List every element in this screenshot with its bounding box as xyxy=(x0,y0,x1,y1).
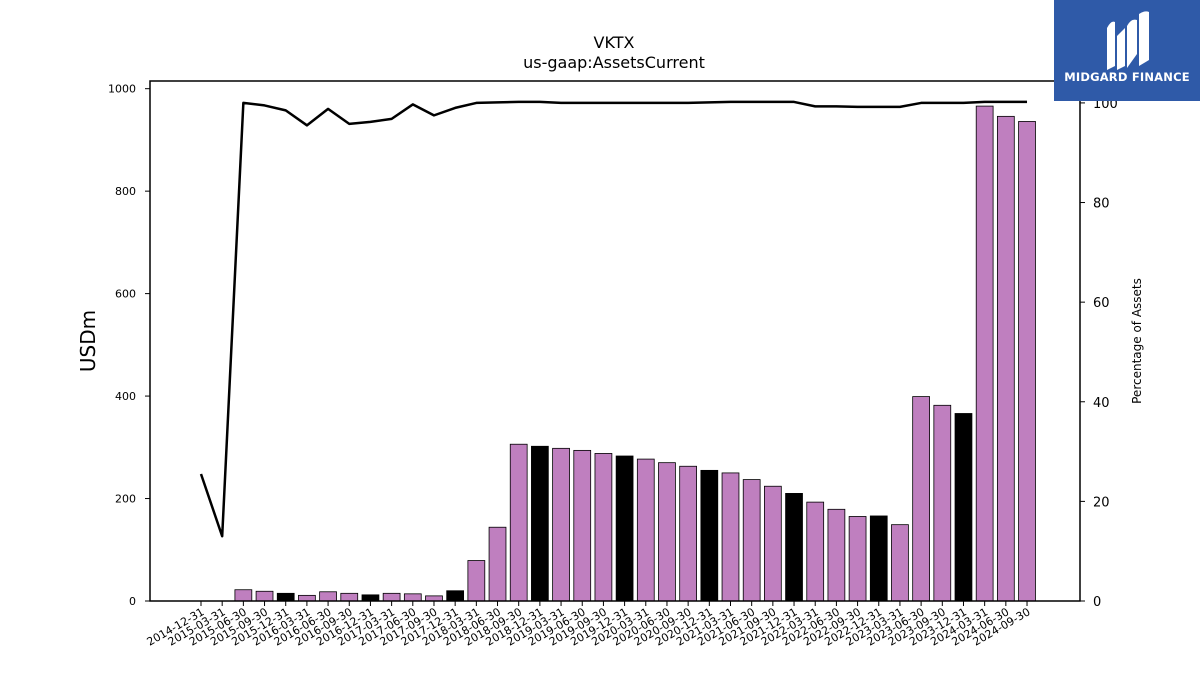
bar-2017-06-30 xyxy=(403,593,422,602)
bar-2021-12-31 xyxy=(785,493,803,602)
bar-2021-03-31 xyxy=(721,472,740,602)
bar-2019-12-31 xyxy=(615,455,634,602)
bar-2020-06-30 xyxy=(658,462,676,602)
midgard-finance-logo: MIDGARD FINANCE xyxy=(1054,0,1200,101)
left-tick-label: 1000 xyxy=(108,83,136,96)
right-tick-label: 80 xyxy=(1093,197,1110,212)
midgard-logo-icon xyxy=(1107,11,1149,70)
chart-title: VKTX xyxy=(594,33,635,52)
bar-2015-12-31 xyxy=(276,592,295,602)
bar-2022-03-31 xyxy=(806,501,825,602)
bar-2023-09-30 xyxy=(933,404,952,602)
bar-2022-09-30 xyxy=(848,516,867,602)
right-tick-label: 40 xyxy=(1093,396,1110,411)
plot-frame xyxy=(149,80,1081,602)
bar-2016-09-30 xyxy=(340,592,359,602)
bar-2023-12-31 xyxy=(954,413,973,602)
right-tick-label: 20 xyxy=(1093,495,1110,510)
bar-2018-03-31 xyxy=(467,560,486,602)
bar-2022-12-31 xyxy=(869,515,888,602)
bar-2018-09-30 xyxy=(509,443,528,602)
bar-2020-09-30 xyxy=(679,465,697,602)
left-tick-label: 800 xyxy=(115,185,136,198)
bar-2018-12-31 xyxy=(531,445,549,602)
logo-text: MIDGARD FINANCE xyxy=(1064,70,1190,84)
bar-2020-12-31 xyxy=(700,469,719,602)
bar-2024-06-30 xyxy=(996,115,1015,602)
left-tick-label: 600 xyxy=(115,288,136,301)
bar-2017-12-31 xyxy=(446,590,465,602)
bar-2020-03-31 xyxy=(636,458,655,602)
bar-2019-06-30 xyxy=(573,449,592,602)
right-tick-label: 60 xyxy=(1093,296,1110,311)
x-axis: 2014-12-312015-03-312015-06-302015-09-30… xyxy=(145,601,1033,649)
bar-2018-06-30 xyxy=(488,526,507,602)
bar-2016-12-31 xyxy=(361,594,380,602)
left-y-axis: 0 200 400 600 800 1000 xyxy=(108,83,150,608)
bar-series xyxy=(234,105,1036,602)
bar-2019-03-31 xyxy=(552,447,570,602)
bar-2024-03-31 xyxy=(975,105,994,602)
bar-2017-03-31 xyxy=(382,592,401,602)
bar-2016-06-30 xyxy=(319,591,337,602)
y-axis-label: USDm xyxy=(76,310,100,372)
bar-2023-06-30 xyxy=(912,396,930,602)
bar-2019-09-30 xyxy=(594,453,613,602)
chart-subtitle: us-gaap:AssetsCurrent xyxy=(523,53,705,72)
bar-2016-03-31 xyxy=(298,594,316,602)
bar-2024-09-30 xyxy=(1018,121,1036,602)
bar-2023-03-31 xyxy=(891,524,909,602)
bar-2017-09-30 xyxy=(425,595,443,602)
percentage-line xyxy=(199,100,1028,538)
bar-2015-09-30 xyxy=(255,590,274,602)
bar-2015-06-30 xyxy=(234,589,253,602)
right-tick-label: 0 xyxy=(1093,595,1101,610)
left-tick-label: 0 xyxy=(129,595,136,608)
bar-2021-09-30 xyxy=(764,485,782,602)
bar-2021-06-30 xyxy=(742,479,761,602)
right-y-axis-label: Percentage of Assets xyxy=(1130,278,1144,404)
left-tick-label: 400 xyxy=(115,390,136,403)
left-tick-label: 200 xyxy=(115,493,136,506)
bar-2022-06-30 xyxy=(827,508,846,602)
